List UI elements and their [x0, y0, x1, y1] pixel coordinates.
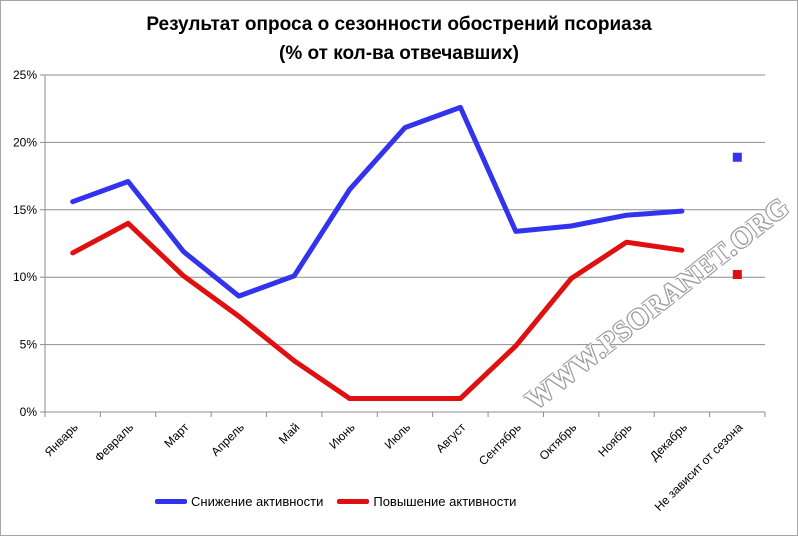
- x-tick-label: Июнь: [326, 420, 357, 451]
- x-tick-label: Июль: [382, 420, 414, 452]
- legend-swatch-increase: [337, 498, 370, 504]
- series-marker-0: [732, 152, 742, 162]
- legend-item-increase: Повышение активности: [337, 494, 516, 509]
- legend-swatch-decrease: [155, 498, 187, 504]
- legend-item-decrease: Снижение активности: [155, 494, 323, 509]
- x-tick-label: Сентябрь: [476, 420, 524, 468]
- y-tick-label: 10%: [13, 270, 37, 284]
- y-tick-label: 5%: [20, 338, 38, 352]
- x-tick-label: Апрель: [208, 420, 247, 459]
- x-tick-label: Май: [276, 420, 303, 447]
- x-tick-label: Ноябрь: [595, 420, 634, 459]
- x-tick-label: Январь: [42, 420, 81, 459]
- y-axis-ticks: 0% 5% 10% 15% 20% 25%: [13, 68, 45, 419]
- x-tick-label: Август: [433, 420, 469, 456]
- x-tick-label: Март: [161, 420, 192, 451]
- legend-label-increase: Повышение активности: [373, 493, 517, 509]
- x-tick-label: Февраль: [92, 420, 136, 464]
- y-tick-label: 0%: [20, 405, 38, 419]
- gridlines: [45, 74, 765, 346]
- y-tick-label: 15%: [13, 203, 37, 217]
- y-tick-label: 25%: [13, 68, 37, 82]
- chart-title: Результат опроса о сезонности обострений…: [0, 10, 798, 68]
- series-line-0: [70, 104, 685, 299]
- series-line-1: [70, 220, 685, 401]
- chart-title-line2: (% от кол-ва отвечавших): [279, 43, 519, 64]
- legend-label-decrease: Снижение активности: [191, 493, 324, 509]
- series-marker-1: [732, 270, 742, 280]
- x-tick-label: Октябрь: [536, 420, 579, 463]
- chart-title-line1: Результат опроса о сезонности обострений…: [146, 14, 652, 35]
- x-tick-label: Декабрь: [647, 420, 690, 463]
- y-tick-label: 20%: [13, 135, 37, 149]
- legend: Снижение активности Повышение активности: [155, 492, 530, 510]
- axes: [44, 75, 765, 413]
- series-lines: [70, 104, 742, 401]
